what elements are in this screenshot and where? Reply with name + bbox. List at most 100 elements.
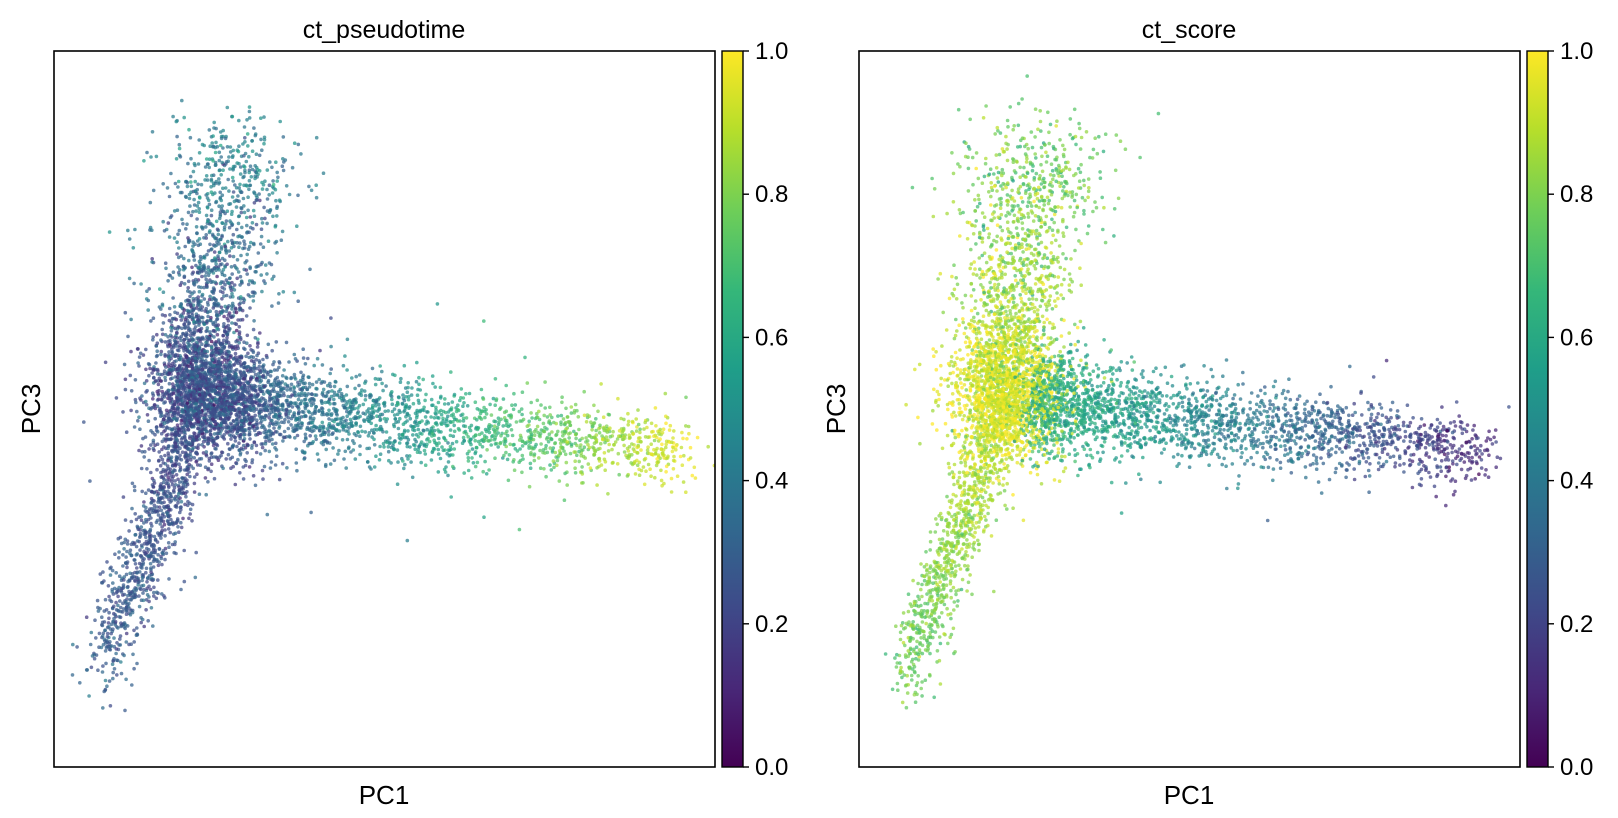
- data-point: [517, 527, 522, 532]
- data-point: [210, 258, 214, 263]
- data-point: [449, 370, 453, 374]
- data-point: [114, 647, 119, 651]
- data-point: [402, 466, 406, 471]
- data-point: [363, 398, 368, 402]
- data-point: [205, 326, 210, 330]
- data-point: [179, 499, 184, 504]
- data-point: [250, 290, 255, 295]
- data-point: [235, 429, 240, 434]
- data-point: [252, 201, 257, 205]
- data-point: [248, 432, 252, 437]
- data-point: [332, 384, 337, 389]
- data-point: [265, 405, 270, 409]
- data-point: [163, 313, 167, 318]
- data-point: [157, 547, 162, 551]
- data-point: [246, 195, 250, 199]
- data-point: [123, 387, 128, 392]
- data-point: [196, 200, 201, 205]
- data-point: [309, 510, 313, 515]
- data-point: [123, 377, 128, 382]
- data-point: [193, 277, 198, 282]
- data-point: [325, 427, 330, 431]
- data-point: [248, 225, 253, 230]
- data-point: [119, 605, 123, 610]
- data-point: [101, 631, 106, 636]
- data-point: [282, 429, 287, 434]
- data-point: [344, 466, 349, 470]
- data-point: [355, 411, 360, 416]
- data-point: [228, 219, 232, 223]
- data-point: [129, 317, 133, 322]
- data-point: [632, 461, 637, 465]
- data-point: [233, 321, 237, 326]
- data-point: [388, 436, 392, 440]
- data-point: [224, 309, 229, 314]
- data-point: [450, 400, 455, 404]
- data-point: [387, 458, 391, 463]
- data-point: [242, 340, 246, 345]
- data-point: [274, 198, 278, 203]
- data-point: [429, 415, 433, 419]
- data-point: [111, 670, 115, 675]
- data-point: [228, 167, 232, 171]
- data-point: [402, 398, 407, 403]
- data-point: [215, 407, 220, 412]
- data-point: [504, 444, 509, 449]
- data-point: [150, 228, 154, 232]
- data-point: [161, 321, 166, 325]
- data-point: [599, 463, 604, 467]
- data-point: [107, 616, 111, 621]
- data-point: [247, 430, 252, 434]
- data-point: [196, 314, 201, 318]
- data-point: [404, 403, 409, 407]
- data-point: [496, 416, 501, 421]
- data-point: [275, 430, 279, 434]
- data-point: [234, 461, 239, 466]
- data-point: [241, 389, 245, 393]
- data-point: [451, 412, 456, 417]
- data-point: [465, 404, 470, 408]
- data-point: [290, 165, 295, 170]
- data-point: [146, 298, 151, 303]
- data-point: [185, 184, 190, 189]
- data-point: [177, 433, 181, 438]
- data-point: [505, 457, 510, 462]
- data-point: [276, 398, 280, 402]
- data-point: [189, 458, 193, 462]
- data-point: [237, 441, 241, 446]
- data-point: [142, 381, 147, 386]
- data-point: [125, 542, 130, 546]
- data-point: [245, 341, 249, 346]
- data-point: [442, 467, 447, 472]
- data-point: [219, 349, 223, 354]
- data-point: [317, 377, 322, 382]
- data-point: [450, 441, 455, 446]
- data-point: [254, 198, 259, 202]
- data-point: [214, 455, 218, 459]
- data-point: [144, 517, 148, 522]
- data-point: [160, 457, 165, 462]
- data-point: [125, 549, 129, 554]
- data-point: [218, 210, 223, 214]
- data-point: [688, 445, 693, 450]
- data-point: [177, 246, 181, 250]
- data-point: [567, 436, 571, 440]
- data-point: [256, 340, 260, 345]
- data-point: [238, 335, 243, 340]
- data-point: [272, 360, 276, 364]
- data-point: [225, 335, 229, 340]
- data-point: [317, 409, 321, 414]
- data-point: [529, 400, 533, 405]
- data-point: [358, 452, 362, 457]
- data-point: [167, 194, 172, 199]
- data-point: [139, 444, 144, 448]
- data-point: [133, 397, 138, 402]
- data-point: [126, 605, 131, 609]
- data-point: [223, 258, 227, 263]
- data-point: [501, 424, 506, 428]
- data-point: [398, 410, 403, 415]
- data-point: [258, 198, 262, 203]
- data-point: [509, 413, 513, 417]
- data-point: [113, 619, 118, 624]
- data-point: [396, 402, 400, 407]
